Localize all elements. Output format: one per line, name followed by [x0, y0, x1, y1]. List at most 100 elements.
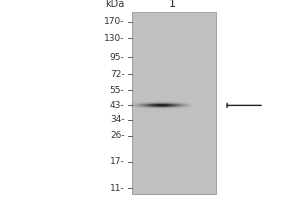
Bar	[142, 103, 143, 104]
Bar	[167, 108, 168, 109]
Bar	[190, 107, 191, 108]
Bar	[144, 108, 145, 109]
Bar	[177, 107, 178, 108]
Bar	[169, 107, 170, 108]
Bar	[162, 102, 164, 103]
Bar	[188, 107, 189, 108]
Bar	[144, 105, 145, 106]
Bar	[155, 105, 156, 106]
Bar	[180, 108, 181, 109]
Bar	[131, 105, 132, 106]
Bar	[185, 104, 186, 105]
Bar	[140, 105, 141, 106]
Bar	[158, 108, 159, 109]
Text: 17-: 17-	[110, 157, 124, 166]
Bar	[177, 106, 178, 107]
Bar	[162, 108, 164, 109]
Bar	[182, 103, 183, 104]
Bar	[167, 105, 168, 106]
Bar	[167, 107, 168, 108]
Bar	[144, 103, 145, 104]
Text: 11-: 11-	[110, 184, 124, 193]
Bar	[146, 105, 147, 106]
Bar	[154, 102, 155, 103]
Bar	[150, 101, 152, 102]
Bar	[136, 105, 137, 106]
Bar	[134, 107, 135, 108]
Bar	[185, 103, 186, 104]
Bar	[138, 105, 140, 106]
Bar	[182, 107, 183, 108]
Bar	[152, 102, 153, 103]
Bar	[173, 101, 174, 102]
Bar	[165, 103, 166, 104]
Bar	[182, 105, 183, 106]
Bar	[188, 105, 189, 106]
Bar	[135, 106, 136, 107]
Bar	[156, 108, 158, 109]
Bar	[177, 104, 178, 105]
Bar	[162, 101, 164, 102]
Bar	[179, 104, 180, 105]
Bar	[188, 102, 189, 103]
Bar	[140, 106, 141, 107]
Bar	[141, 102, 142, 103]
Bar	[183, 101, 184, 102]
Bar	[160, 101, 161, 102]
Bar	[174, 107, 175, 108]
Bar	[140, 101, 141, 102]
Bar	[176, 104, 177, 105]
Bar	[173, 107, 174, 108]
Bar	[144, 107, 145, 108]
Bar	[167, 104, 168, 105]
Bar	[161, 104, 162, 105]
Bar	[169, 108, 170, 109]
Bar	[132, 107, 134, 108]
Bar	[153, 103, 154, 104]
Bar	[149, 104, 150, 105]
Bar	[183, 107, 184, 108]
Bar	[167, 109, 168, 110]
Bar	[176, 102, 177, 103]
Bar	[150, 105, 152, 106]
Bar	[168, 103, 169, 104]
Bar	[161, 103, 162, 104]
Bar	[143, 102, 144, 103]
Bar	[184, 102, 185, 103]
Bar	[146, 103, 147, 104]
Bar	[138, 107, 140, 108]
Bar	[186, 105, 188, 106]
Bar	[162, 105, 164, 106]
Bar	[185, 107, 186, 108]
Bar	[164, 101, 165, 102]
Bar	[178, 108, 179, 109]
Bar	[132, 12, 216, 194]
Bar	[132, 104, 134, 105]
Bar	[184, 104, 185, 105]
Bar	[159, 102, 160, 103]
Bar	[189, 104, 190, 105]
Bar	[173, 104, 174, 105]
Bar	[177, 105, 178, 106]
Bar	[178, 105, 179, 106]
Bar	[186, 106, 188, 107]
Bar	[132, 102, 134, 103]
Bar	[152, 105, 153, 106]
Bar	[162, 109, 164, 110]
Bar	[162, 104, 164, 105]
Bar	[171, 109, 172, 110]
Bar	[136, 107, 137, 108]
Bar	[165, 101, 166, 102]
Bar	[171, 103, 172, 104]
Bar	[152, 101, 153, 102]
Bar	[170, 104, 171, 105]
Bar	[141, 103, 142, 104]
Bar	[159, 107, 160, 108]
Bar	[164, 107, 165, 108]
Bar	[152, 108, 153, 109]
Bar	[190, 104, 191, 105]
Bar	[185, 108, 186, 109]
Bar	[155, 108, 156, 109]
Text: 72-: 72-	[110, 70, 124, 79]
Bar	[176, 101, 177, 102]
